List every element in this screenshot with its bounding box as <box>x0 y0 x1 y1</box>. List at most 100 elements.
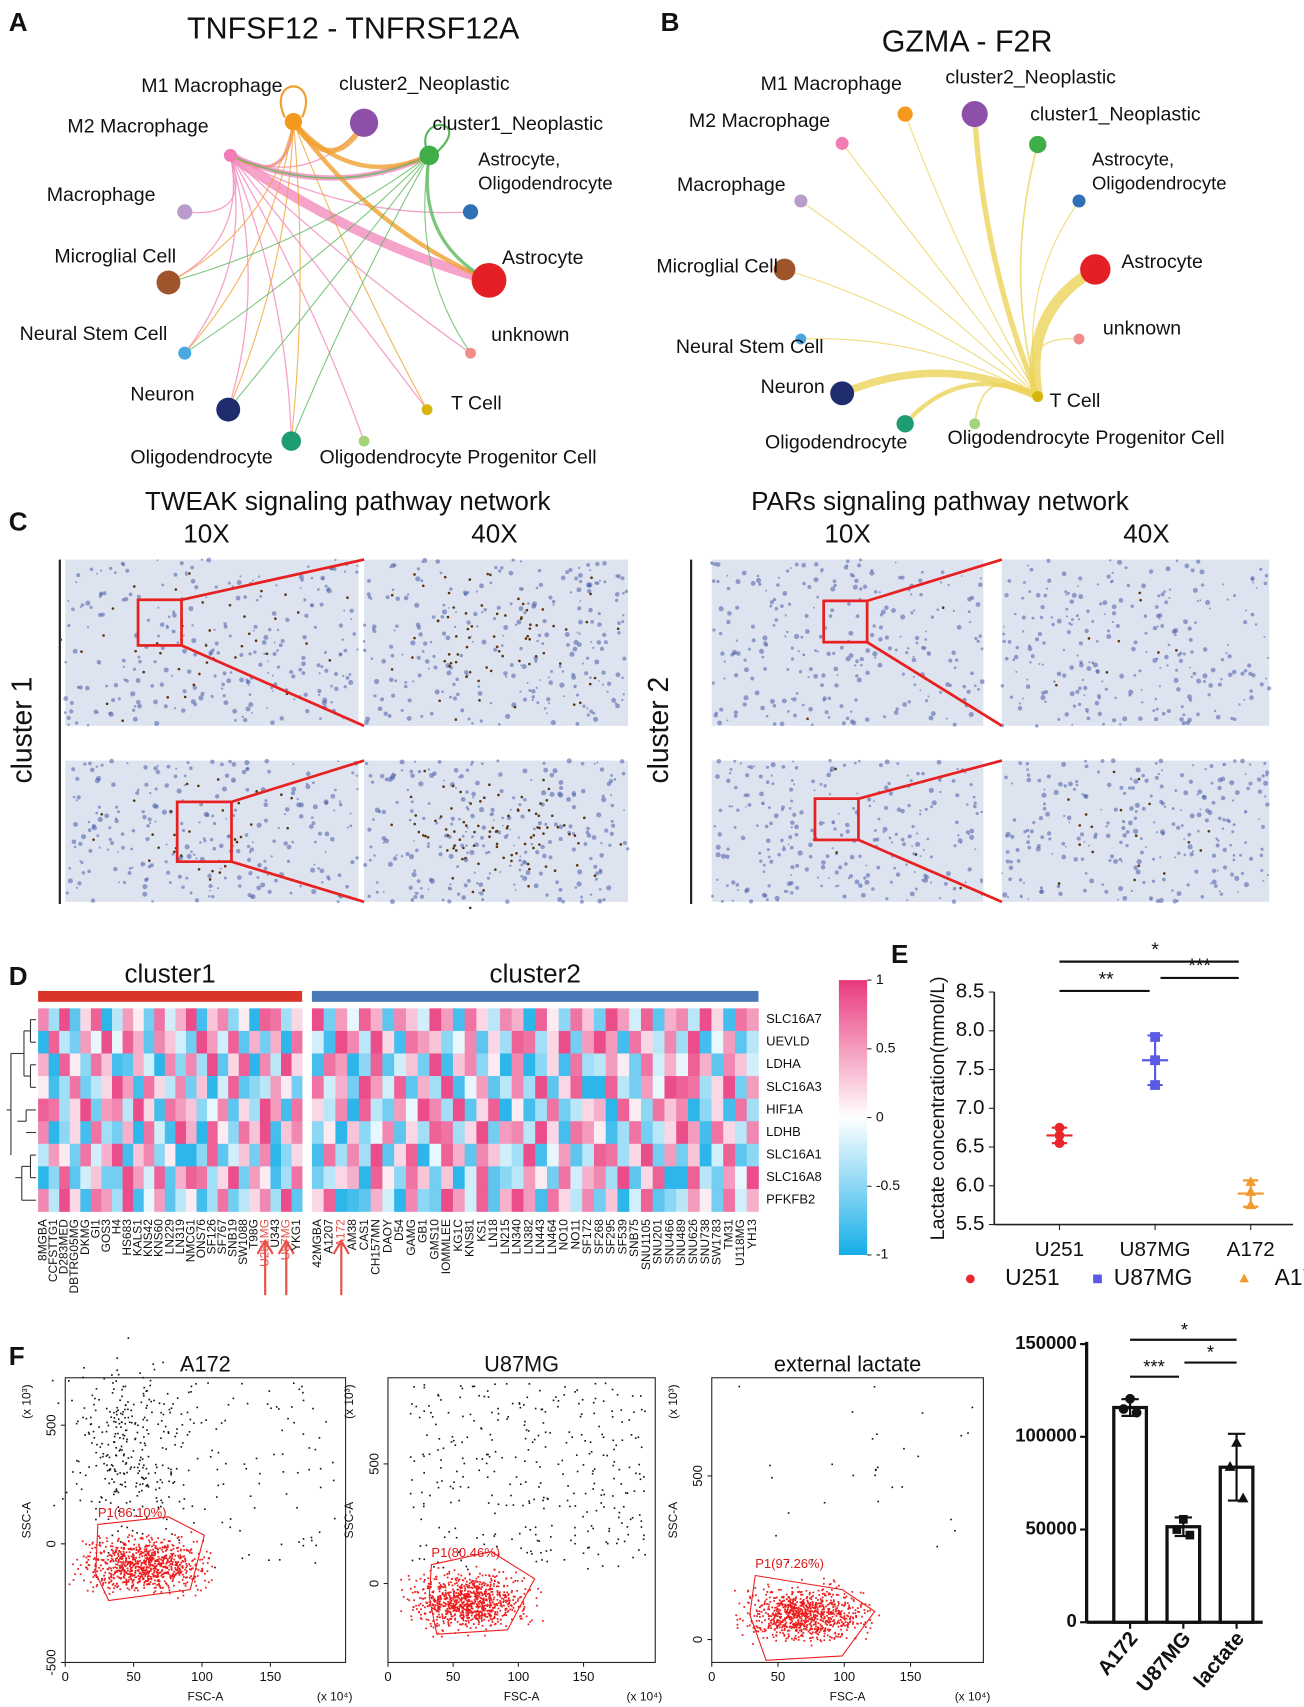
stain-texture <box>546 826 549 829</box>
tissue-texture <box>1000 684 1005 688</box>
tissue-texture <box>465 790 469 794</box>
tissue-texture <box>266 707 268 709</box>
event-texture <box>603 1506 605 1508</box>
event-texture <box>153 1570 156 1573</box>
event-texture <box>524 1420 526 1423</box>
tissue-texture <box>1104 687 1109 691</box>
event-texture <box>497 1412 500 1415</box>
tissue-texture <box>615 672 621 678</box>
tissue-texture <box>487 850 491 854</box>
node-label: M1 Macrophage <box>141 75 282 97</box>
tissue-texture <box>1070 623 1073 626</box>
event-texture <box>431 1416 434 1418</box>
tissue-texture <box>343 609 346 612</box>
event-texture <box>125 1583 128 1586</box>
tissue-texture <box>183 783 187 787</box>
event-texture <box>99 1544 102 1547</box>
tissue-texture <box>907 700 911 704</box>
tissue-texture <box>865 648 871 653</box>
event-texture <box>486 1605 488 1607</box>
tissue-texture <box>476 882 479 885</box>
tissue-texture <box>96 834 100 838</box>
heatmap-cell <box>617 1121 630 1145</box>
tissue-texture <box>1217 816 1222 821</box>
event-texture <box>302 1544 305 1547</box>
tissue-texture <box>289 891 293 895</box>
tissue-texture <box>415 576 421 582</box>
event-texture <box>180 1556 183 1559</box>
event-texture <box>407 1575 410 1577</box>
column-label: KNS42 <box>141 1219 155 1257</box>
tissue-texture <box>1097 711 1103 717</box>
event-texture <box>115 1557 117 1560</box>
tissue-texture <box>550 719 556 726</box>
tissue-texture <box>341 638 344 641</box>
tissue-texture <box>473 871 476 874</box>
event-texture <box>144 1557 147 1560</box>
tissue-texture <box>313 625 317 629</box>
tissue-texture <box>375 881 379 884</box>
tissue-texture <box>421 650 425 653</box>
tissue-texture <box>318 672 321 675</box>
event-texture <box>136 1565 138 1568</box>
event-texture <box>631 1516 634 1519</box>
tissue-texture <box>741 570 747 576</box>
event-texture <box>490 1604 493 1607</box>
stain-texture <box>515 852 518 855</box>
tissue-texture <box>286 844 292 850</box>
tissue-texture <box>228 634 232 638</box>
heatmap-cell <box>347 1053 360 1077</box>
tissue-texture <box>367 894 371 898</box>
heatmap-cell <box>429 1053 442 1077</box>
tissue-texture <box>610 773 613 777</box>
stain-texture <box>439 815 443 818</box>
tissue-texture <box>836 674 839 677</box>
tissue-texture <box>974 684 977 688</box>
stain-texture <box>452 606 456 609</box>
heatmap-cell <box>358 1166 371 1190</box>
event-texture <box>170 1471 173 1473</box>
tissue-texture <box>459 653 463 658</box>
tissue-texture <box>501 824 504 827</box>
tissue-texture <box>1120 860 1123 863</box>
tissue-texture <box>956 624 962 630</box>
tissue-texture <box>475 780 480 786</box>
event-texture <box>468 1578 471 1581</box>
tissue-texture <box>753 765 756 768</box>
tissue-texture <box>601 670 606 675</box>
tissue-texture <box>558 824 564 830</box>
tissue-texture <box>758 774 763 779</box>
tissue-texture <box>241 715 244 719</box>
tissue-texture <box>1097 694 1101 698</box>
event-texture <box>239 1529 241 1532</box>
tissue-texture <box>1133 778 1139 784</box>
event-texture <box>132 1553 135 1555</box>
stain-texture <box>447 653 451 656</box>
event-texture <box>159 1587 162 1589</box>
tissue-texture <box>1108 858 1112 863</box>
event-texture <box>85 1566 88 1569</box>
tissue-texture <box>1035 723 1039 728</box>
tissue-texture <box>1084 759 1088 763</box>
tissue-texture <box>838 865 843 870</box>
tissue-texture <box>1129 806 1134 811</box>
stain-texture <box>1084 813 1088 816</box>
tissue-texture <box>1045 811 1051 817</box>
stain-texture <box>542 832 545 835</box>
stain-texture <box>434 819 437 823</box>
event-texture <box>497 1419 499 1421</box>
event-texture <box>149 1549 152 1552</box>
event-texture <box>120 1570 123 1572</box>
tissue-texture <box>496 759 500 763</box>
event-texture <box>197 1552 200 1555</box>
tissue-texture <box>626 847 630 851</box>
tissue-texture <box>245 706 251 712</box>
tissue-texture <box>76 573 81 578</box>
event-texture <box>278 1408 280 1410</box>
tissue-texture <box>97 816 103 823</box>
event-texture <box>157 1548 159 1551</box>
event-texture <box>140 1401 143 1404</box>
event-texture <box>178 1567 181 1570</box>
edge <box>290 155 430 442</box>
tissue-texture <box>68 866 72 870</box>
